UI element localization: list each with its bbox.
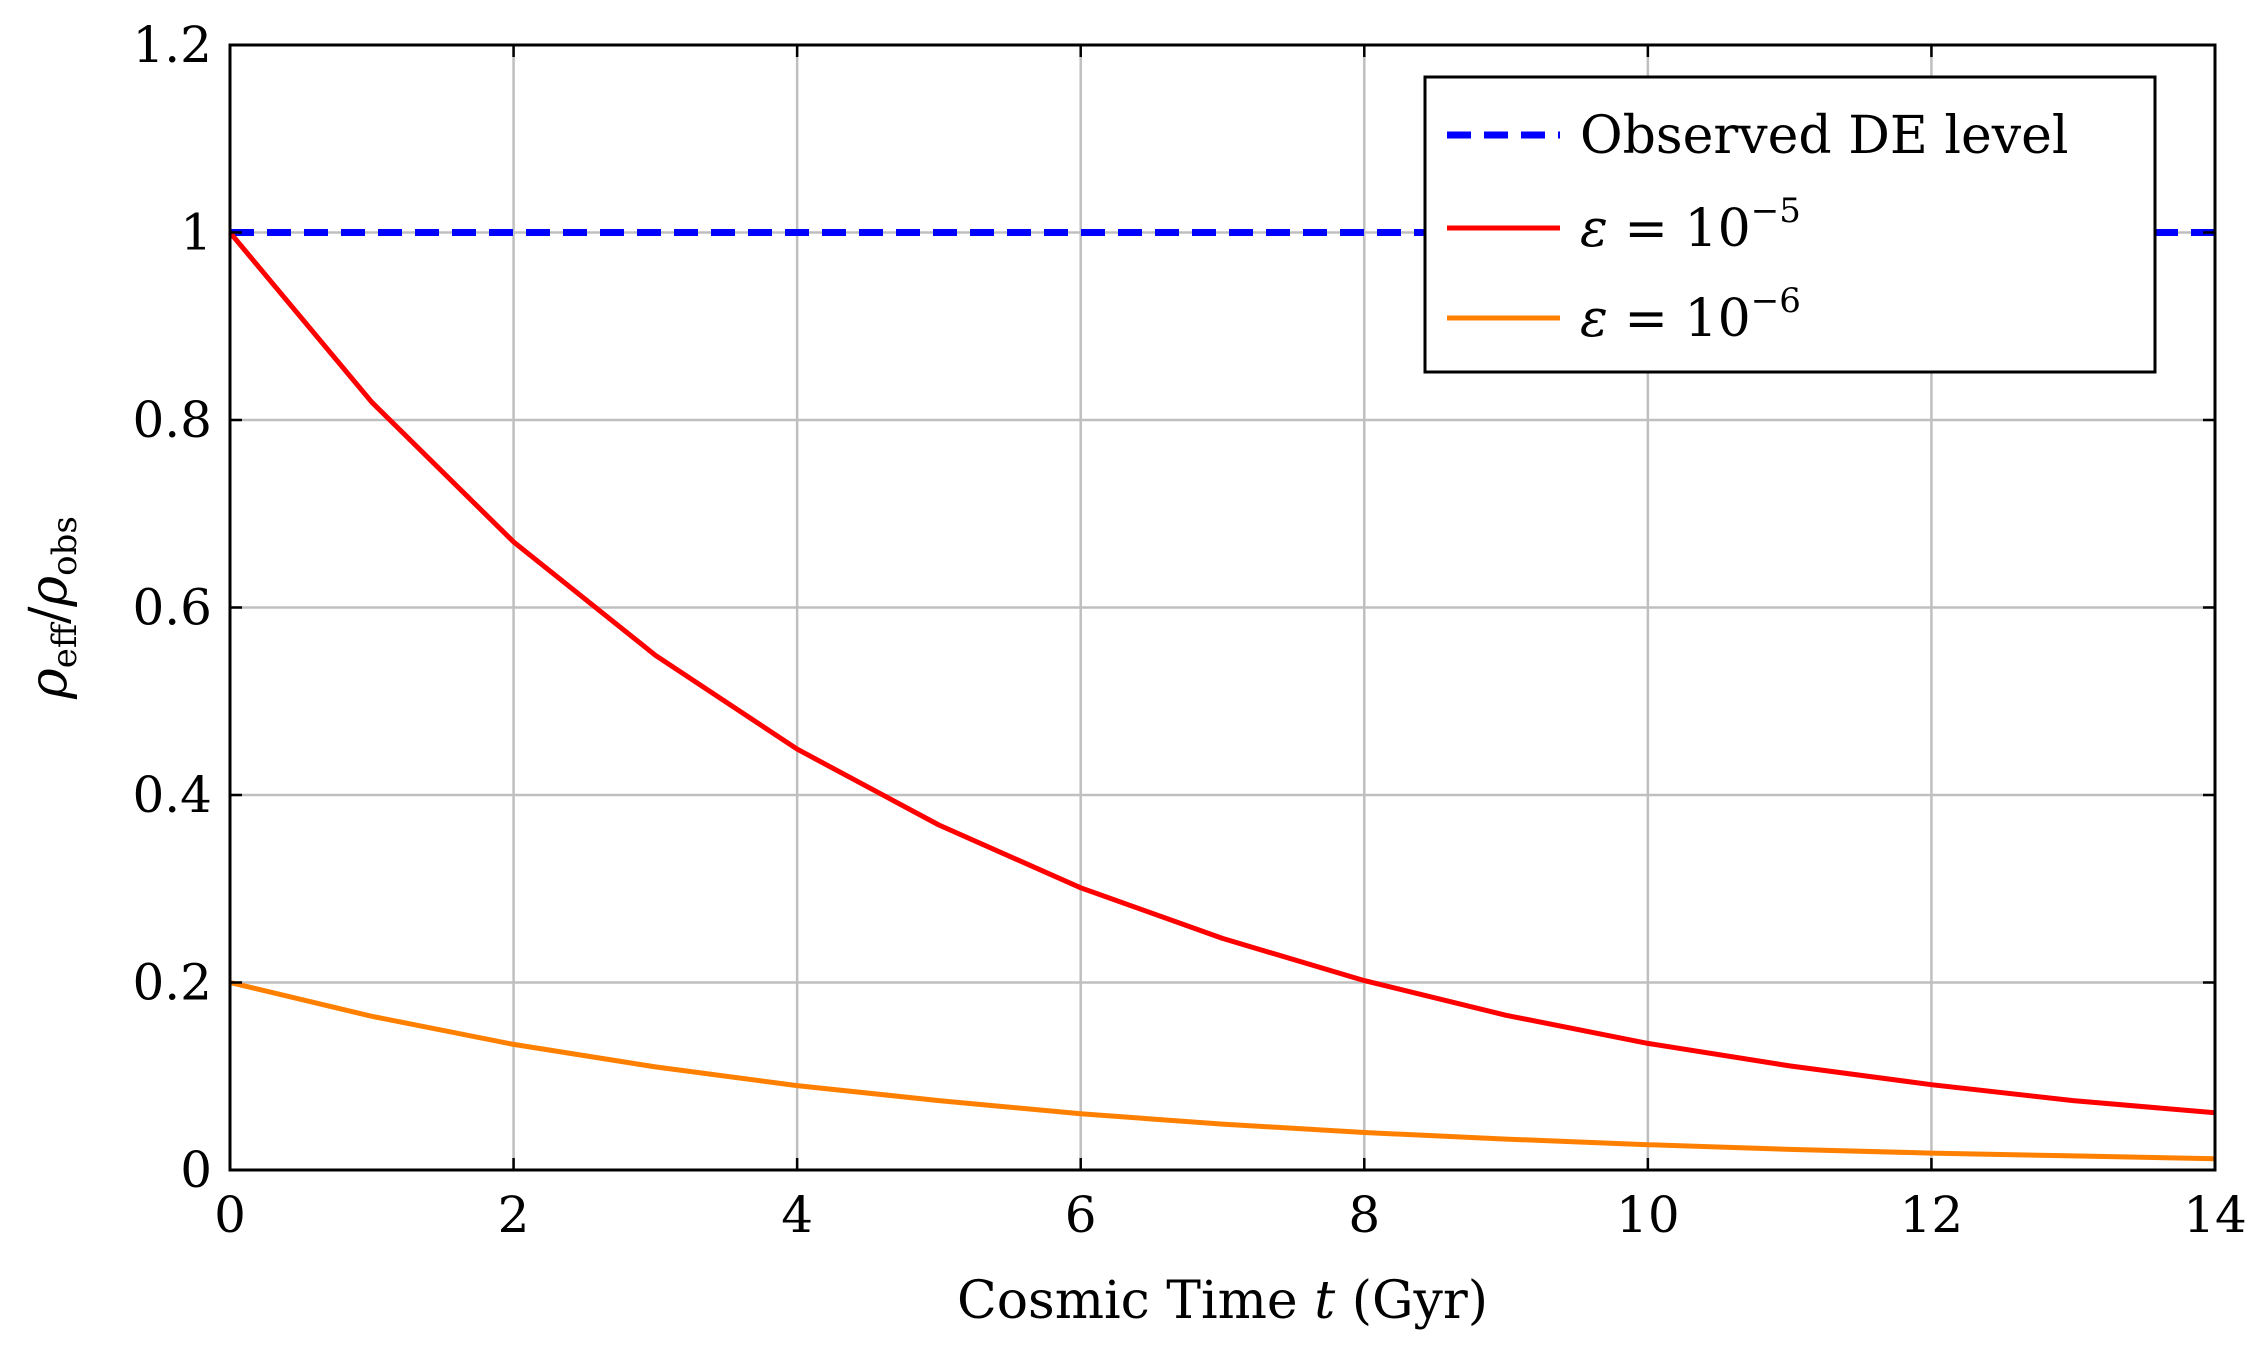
legend-box [1423, 75, 2157, 374]
legend-symbol: ε [1580, 289, 1608, 349]
x-tick-label: 14 [2183, 1186, 2247, 1244]
y-axis-title-slash: / [19, 606, 79, 624]
axis-ticks [228, 43, 2217, 1172]
legend-base: = 10 [1608, 289, 1751, 349]
y-tick-label: 0.6 [132, 579, 212, 637]
legend-base: = 10 [1608, 199, 1751, 259]
series-line-2 [228, 230, 2216, 1116]
y-axis-title: ρeff/ρobs [19, 516, 85, 700]
x-axis-title-variable: t [1314, 1271, 1335, 1331]
x-tick-label: 12 [1900, 1186, 1964, 1244]
x-tick-label: 2 [498, 1186, 530, 1244]
y-tick-label: 0.4 [132, 766, 212, 824]
y-axis-title-den-sub: obs [45, 516, 85, 576]
y-axis-title-num-sub: eff [45, 621, 85, 668]
legend-exponent: −5 [1751, 191, 1801, 231]
x-axis-title-suffix: (Gyr) [1352, 1271, 1488, 1331]
y-tick-label: 0 [180, 1141, 212, 1199]
series-layer [228, 229, 2216, 1162]
series-line-3 [229, 980, 2216, 1162]
x-tick-label: 0 [214, 1186, 246, 1244]
x-tick-label: 4 [781, 1186, 813, 1244]
y-axis-title-num-symbol: ρ [19, 668, 79, 700]
y-tick-label: 0.2 [132, 954, 212, 1012]
x-axis-title-prefix: Cosmic Time [957, 1271, 1298, 1331]
y-tick-label: 0.8 [132, 391, 212, 449]
y-tick-label: 1 [180, 204, 212, 262]
legend-label-1: Observed DE level [1580, 106, 2069, 166]
y-axis-title-den-symbol: ρ [19, 575, 79, 607]
legend-symbol: ε [1580, 199, 1608, 259]
x-tick-label: 6 [1065, 1186, 1097, 1244]
legend-label-2: ε = 10−5 [1580, 191, 1801, 259]
legend-label-3: ε = 10−6 [1580, 281, 1801, 349]
x-tick-label: 10 [1616, 1186, 1680, 1244]
legend-exponent: −6 [1751, 281, 1801, 321]
x-axis-title: Cosmic Time t (Gyr) [957, 1271, 1488, 1331]
x-tick-label: 8 [1348, 1186, 1380, 1244]
y-tick-label: 1.2 [132, 16, 212, 74]
